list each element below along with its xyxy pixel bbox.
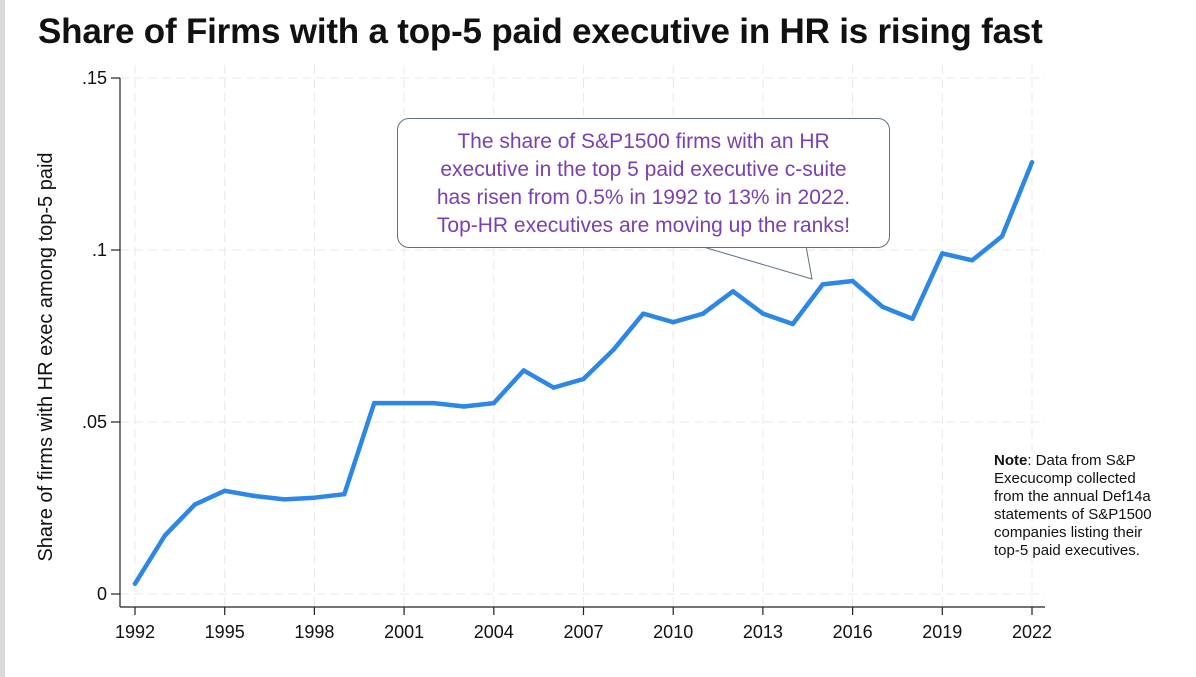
x-tick-label: 2016 [833, 622, 873, 642]
x-tick-label: 1995 [205, 622, 245, 642]
data-point [162, 533, 168, 538]
y-tick-label: .05 [82, 412, 107, 432]
data-point [342, 492, 347, 497]
series-layer [132, 160, 1035, 586]
data-point [192, 502, 197, 507]
data-point [700, 311, 706, 316]
note-text: : Data from S&P [1027, 452, 1136, 469]
y-tick-label: .15 [82, 68, 107, 88]
note-box: Note: Data from S&P Execucomp collected … [994, 452, 1190, 560]
data-point [671, 320, 676, 325]
callout-line: executive in the top 5 paid executive c-… [440, 158, 847, 181]
data-point [880, 304, 885, 309]
note-first-line: Note: Data from S&P [994, 452, 1190, 470]
data-point [491, 400, 496, 406]
callout-line: has risen from 0.5% in 1992 to 13% in 20… [436, 186, 851, 209]
data-point [581, 376, 586, 382]
data-point [641, 311, 646, 316]
note-text: from the annual Def14a [994, 488, 1151, 505]
y-tick-label: .1 [92, 240, 107, 260]
data-point [222, 488, 227, 493]
data-point [730, 289, 736, 294]
data-point [551, 385, 556, 390]
note-text: Execucomp collected [994, 470, 1136, 487]
y-tick-label: 0 [97, 584, 107, 604]
data-point [282, 497, 287, 502]
data-point [940, 251, 945, 256]
callout-box: The share of S&P1500 firms with an HR ex… [397, 118, 890, 248]
x-tick-label: 1992 [115, 622, 155, 642]
note-label: Note [994, 452, 1028, 469]
data-point [820, 282, 825, 287]
data-point [760, 311, 766, 316]
data-point [910, 316, 915, 321]
x-tick-label: 2022 [1012, 622, 1052, 642]
x-tick-label: 2019 [922, 622, 962, 642]
data-point [132, 581, 138, 586]
chart-title: Share of Firms with a top-5 paid executi… [38, 12, 1043, 51]
data-point [431, 400, 437, 406]
data-point [790, 321, 795, 327]
data-point [521, 368, 526, 373]
callout-line: Top-HR executives are moving up the rank… [436, 214, 851, 237]
x-tick-label: 2010 [653, 622, 693, 642]
data-point [252, 493, 257, 499]
note-text: statements of S&P1500 [994, 506, 1152, 523]
x-tick-label: 2004 [474, 622, 514, 642]
axes: 0 .05 .1 .15 1992 1995 1998 2001 2004 2007 2010 201… [82, 68, 1052, 642]
data-point [372, 400, 377, 406]
data-point [611, 347, 616, 352]
y-axis-title: Share of firms with HR exec among top-5 … [35, 152, 57, 561]
callout-pointer [699, 245, 813, 280]
note-text: top-5 paid executives. [994, 542, 1140, 559]
data-point [850, 278, 855, 284]
x-tick-label: 2001 [384, 622, 424, 642]
data-point [312, 495, 317, 500]
data-point [461, 404, 467, 409]
x-tick-label: 1998 [294, 622, 334, 642]
grid-lines [120, 65, 1045, 607]
x-tick-label: 2013 [743, 622, 783, 642]
data-point [401, 400, 407, 406]
data-point [999, 234, 1005, 239]
page-edge [0, 0, 5, 677]
data-point [1029, 160, 1035, 165]
callout-line: The share of S&P1500 firms with an HR [457, 130, 830, 153]
note-text: companies listing their [994, 524, 1143, 541]
x-tick-label: 2007 [563, 622, 603, 642]
data-point [970, 258, 975, 263]
